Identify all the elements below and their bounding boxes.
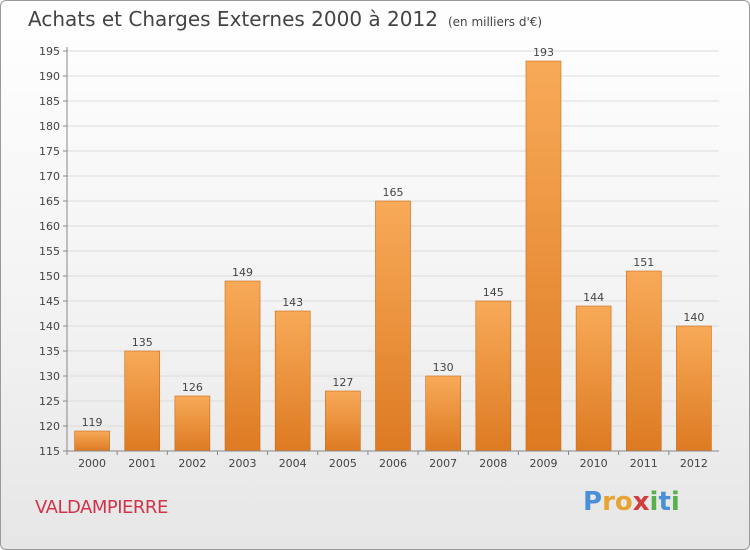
data-label: 165 <box>383 186 404 199</box>
y-tick-label: 190 <box>39 70 60 83</box>
logo-letter: P <box>583 487 603 517</box>
x-tick-label: 2012 <box>680 457 708 470</box>
x-tick-label: 2002 <box>178 457 206 470</box>
y-tick-label: 125 <box>39 395 60 408</box>
x-tick-label: 2003 <box>229 457 257 470</box>
x-tick-label: 2004 <box>279 457 307 470</box>
data-label: 143 <box>282 296 303 309</box>
chart-subtitle: (en milliers d'€) <box>447 15 543 29</box>
data-label: 149 <box>232 266 253 279</box>
bar <box>425 375 461 452</box>
bars <box>74 60 712 452</box>
y-tick-label: 160 <box>39 220 60 233</box>
bar <box>325 390 361 452</box>
x-tick-label: 2011 <box>630 457 658 470</box>
y-tick-label: 175 <box>39 145 60 158</box>
chart-title-block: Achats et Charges Externes 2000 à 2012 (e… <box>28 7 542 31</box>
data-label: 140 <box>683 311 704 324</box>
x-tick-label: 2008 <box>479 457 507 470</box>
y-axis-ticks: 115 120 125 130 135 140 145 150 155 160 165 170 175 1… <box>39 45 67 458</box>
y-tick-label: 170 <box>39 170 60 183</box>
bar <box>124 350 161 452</box>
logo-letter: r <box>602 487 615 517</box>
x-tick-label: 2005 <box>329 457 357 470</box>
logo-letter: x <box>632 487 650 517</box>
logo-letter: i <box>670 487 680 517</box>
place-name: VALDAMPIERRE <box>35 497 168 518</box>
data-label: 130 <box>433 361 454 374</box>
y-tick-label: 150 <box>39 270 60 283</box>
x-tick-label: 2009 <box>529 457 557 470</box>
bar <box>375 200 411 452</box>
y-tick-label: 165 <box>39 195 60 208</box>
y-tick-label: 135 <box>39 345 60 358</box>
data-labels: 119 135 126 149 143 127 165 130 145 193 144 151 140 <box>82 46 705 429</box>
data-label: 151 <box>633 256 654 269</box>
y-tick-label: 180 <box>39 120 60 133</box>
y-tick-label: 145 <box>39 295 60 308</box>
bar <box>74 430 110 452</box>
y-tick-label: 115 <box>39 445 60 458</box>
data-label: 127 <box>332 376 353 389</box>
y-tick-label: 155 <box>39 245 60 258</box>
bar <box>475 300 512 452</box>
chart-title: Achats et Charges Externes 2000 à 2012 <box>28 7 438 31</box>
x-tick-label: 2000 <box>78 457 106 470</box>
data-label: 144 <box>583 291 604 304</box>
bar <box>575 305 612 452</box>
y-tick-label: 130 <box>39 370 60 383</box>
logo-letter: i <box>649 487 659 517</box>
data-label: 135 <box>132 336 153 349</box>
proxiti-logo[interactable]: Proxiti <box>583 487 680 517</box>
x-tick-label: 2006 <box>379 457 407 470</box>
bar <box>625 270 662 452</box>
data-label: 126 <box>182 381 203 394</box>
bar <box>676 325 712 452</box>
x-axis-ticks: 2000 2001 2002 2003 2004 2005 2006 2007 2008 2009… <box>66 451 708 470</box>
data-label: 119 <box>82 416 103 429</box>
y-tick-label: 195 <box>39 45 60 58</box>
data-label: 193 <box>533 46 554 59</box>
y-tick-label: 140 <box>39 320 60 333</box>
bar <box>224 280 261 452</box>
y-tick-label: 185 <box>39 95 60 108</box>
x-tick-label: 2010 <box>580 457 608 470</box>
y-tick-label: 120 <box>39 420 60 433</box>
x-tick-label: 2001 <box>128 457 156 470</box>
bar <box>274 310 311 452</box>
bar <box>525 60 562 452</box>
x-tick-label: 2007 <box>429 457 457 470</box>
logo-letter: t <box>658 487 671 517</box>
logo-letter: o <box>614 487 633 517</box>
data-label: 145 <box>483 286 504 299</box>
bar <box>174 395 211 452</box>
